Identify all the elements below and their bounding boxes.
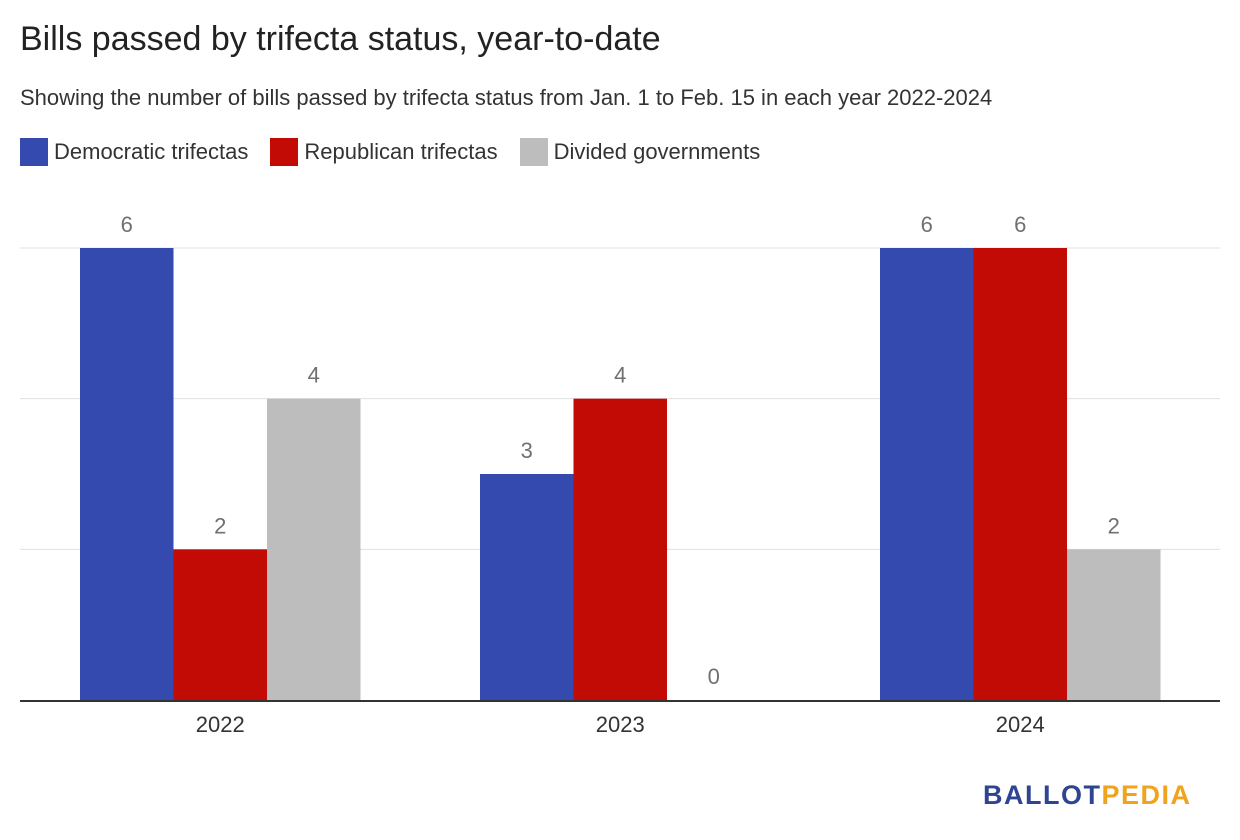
legend-label-divided: Divided governments bbox=[553, 139, 761, 164]
chart-subtitle: Showing the number of bills passed by tr… bbox=[20, 85, 993, 110]
data-label: 6 bbox=[121, 212, 133, 237]
legend-item-republican: Republican trifectas bbox=[270, 138, 498, 166]
bar bbox=[573, 398, 667, 700]
ballotpedia-logo: BALLOTPEDIA bbox=[983, 780, 1192, 811]
data-label: 4 bbox=[614, 363, 626, 388]
bar bbox=[1067, 549, 1161, 700]
data-label: 3 bbox=[521, 438, 533, 463]
bar bbox=[880, 248, 974, 700]
legend-swatch-republican bbox=[270, 138, 299, 166]
logo-text-ballot: BALLOT bbox=[983, 780, 1102, 810]
data-label: 2 bbox=[1108, 513, 1120, 538]
data-label: 4 bbox=[308, 363, 320, 388]
x-tick-label: 2022 bbox=[196, 712, 245, 737]
bar bbox=[173, 549, 267, 700]
bar bbox=[480, 474, 574, 700]
data-label: 6 bbox=[921, 212, 933, 237]
legend-item-democratic: Democratic trifectas bbox=[20, 138, 248, 166]
legend: Democratic trifectas Republican trifecta… bbox=[20, 138, 782, 166]
legend-swatch-democratic bbox=[20, 138, 48, 166]
data-label: 0 bbox=[708, 664, 720, 689]
logo-text-pedia: PEDIA bbox=[1101, 780, 1192, 810]
legend-swatch-divided bbox=[519, 138, 548, 166]
data-label: 2 bbox=[214, 513, 226, 538]
chart-title: Bills passed by trifecta status, year-to… bbox=[20, 20, 661, 58]
data-label: 6 bbox=[1014, 212, 1026, 237]
x-tick-label: 2024 bbox=[996, 712, 1045, 737]
legend-label-democratic: Democratic trifectas bbox=[54, 139, 249, 164]
bar bbox=[80, 248, 174, 700]
bar bbox=[973, 248, 1067, 700]
legend-item-divided: Divided governments bbox=[519, 138, 761, 166]
bar bbox=[267, 398, 361, 700]
x-tick-label: 2023 bbox=[596, 712, 645, 737]
legend-label-republican: Republican trifectas bbox=[304, 139, 498, 164]
